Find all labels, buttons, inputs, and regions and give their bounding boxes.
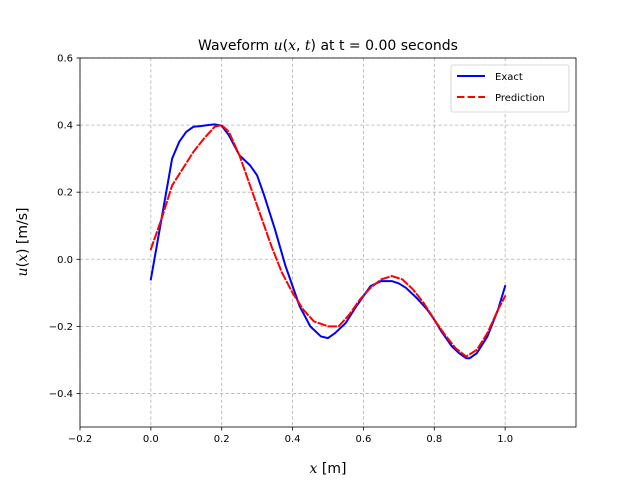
x-tick-label: −0.2 [68,434,92,445]
y-axis-label: u(x) [m/s] [15,208,31,277]
y-axis-label-part: [m/s] [15,208,31,249]
chart-title-part: Waveform [198,38,274,54]
chart-title-part: , [296,38,305,54]
chart-title-part: at t = 0.00 seconds [316,38,458,54]
y-axis-label-part: ( [15,262,31,267]
chart-title-part: t [305,38,311,54]
ticks: −0.2 0.0 0.2 0.4 0.6 0.8 1.0 −0.4 −0.2 0.0 0.2 0.4 0… [49,54,513,446]
chart-title-part: u [274,38,283,54]
y-axis-label-part: x [15,254,31,262]
x-tick-label: 0.8 [426,434,442,445]
y-tick-label: 0.2 [57,188,73,199]
legend-label-exact: Exact [495,72,523,83]
x-tick-label: 1.0 [497,434,513,445]
series-line-exact [149,123,507,360]
x-axis-label-part: [m] [317,461,346,477]
chart-title-part: ) [311,38,316,54]
legend-label-prediction: Prediction [495,93,545,104]
x-axis-label: x [m] [310,461,347,477]
chart-title-part: ( [283,38,288,54]
y-tick-label: 0.4 [57,121,73,132]
legend: Exact Prediction [450,64,570,113]
y-tick-label: −0.2 [49,322,73,333]
x-tick-label: 0.6 [355,434,371,445]
y-tick-label: 0.6 [57,54,73,65]
x-tick-label: 0.0 [143,434,159,445]
x-tick-label: 0.2 [214,434,230,445]
plot-frame [79,57,577,428]
x-axis-label-part: x [310,461,318,477]
series-layer [149,123,507,360]
x-tick-label: 0.4 [285,434,301,445]
y-axis-label-part: u [15,267,31,276]
series-line-prediction [149,124,507,358]
chart-title: Waveform u(x, t) at t = 0.00 seconds [198,38,458,54]
y-tick-label: −0.4 [49,389,73,400]
y-axis-label-part: ) [15,249,31,254]
chart-title-part: x [288,38,296,54]
y-tick-label: 0.0 [57,255,73,266]
